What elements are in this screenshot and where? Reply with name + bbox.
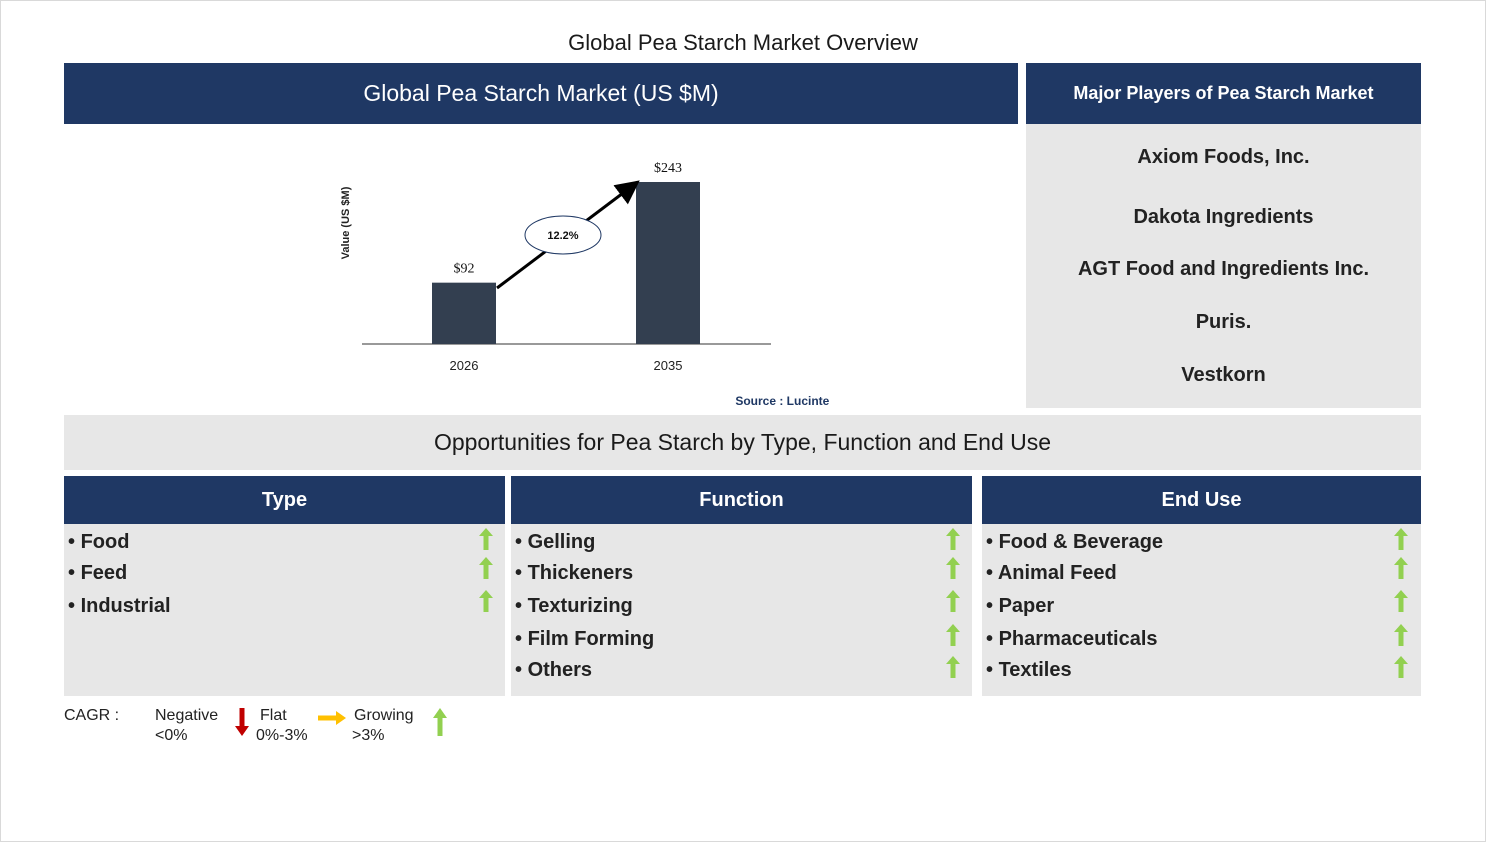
- growing-arrow-icon: [946, 624, 960, 646]
- list-item: • Gelling: [515, 531, 596, 553]
- market-panel-header: Global Pea Starch Market (US $M): [64, 63, 1018, 124]
- bar-value-label: $92: [454, 262, 475, 277]
- flat-legend-name: Flat: [260, 707, 287, 724]
- player-item: Vestkorn: [1181, 364, 1266, 386]
- x-tick-label: 2026: [450, 358, 479, 373]
- cagr-label: 12.2%: [547, 230, 578, 242]
- end-use-column-header: End Use: [982, 476, 1421, 524]
- function-column-header: Function: [511, 476, 972, 524]
- growing-legend-range: >3%: [352, 727, 385, 744]
- flat-legend-range: 0%-3%: [256, 727, 308, 744]
- list-item: • Others: [515, 659, 593, 681]
- player-item: Axiom Foods, Inc.: [1137, 146, 1310, 168]
- type-column-title: Type: [261, 488, 308, 511]
- negative-legend-name: Negative: [155, 707, 219, 724]
- market-chart-svg: Value (US $M) $92 2026 $243 2035 12.2% Sour…: [340, 161, 833, 408]
- list-item: • Textiles: [986, 659, 1072, 681]
- list-item: • Thickeners: [515, 562, 634, 584]
- growing-arrow-icon: [1394, 624, 1408, 646]
- growing-arrow-icon: [479, 557, 493, 579]
- list-item: • Animal Feed: [986, 562, 1117, 584]
- growing-arrow-icon: [946, 590, 960, 612]
- y-axis-label: Value (US $M): [340, 186, 352, 259]
- growing-arrow-icon: [479, 528, 493, 550]
- opportunities-title: Opportunities for Pea Starch by Type, Fu…: [433, 429, 1052, 455]
- player-item: Dakota Ingredients: [1133, 206, 1314, 228]
- growing-arrow-icon: [946, 528, 960, 550]
- end-use-column-title: End Use: [1161, 488, 1242, 511]
- list-item: • Film Forming: [515, 628, 655, 650]
- players-list: Axiom Foods, Inc. Dakota Ingredients AGT…: [1026, 124, 1421, 408]
- player-item: AGT Food and Ingredients Inc.: [1077, 258, 1370, 280]
- bar-2026: [432, 282, 496, 344]
- cagr-ellipse: [524, 215, 602, 255]
- type-column: • Food • Feed • Industrial: [64, 524, 505, 696]
- negative-legend-range: <0%: [155, 727, 188, 744]
- function-column-title: Function: [699, 488, 784, 511]
- list-item: • Industrial: [68, 595, 171, 617]
- negative-arrow-icon: [235, 708, 249, 736]
- player-item: Puris.: [1195, 311, 1252, 333]
- growing-arrow-icon: [1394, 528, 1408, 550]
- function-column: • Gelling • Thickeners • Texturizing • F…: [511, 524, 972, 696]
- type-column-header: Type: [64, 476, 505, 524]
- growing-arrow-icon: [946, 656, 960, 678]
- players-panel-title: Major Players of Pea Starch Market: [1073, 83, 1374, 103]
- growing-arrow-icon: [1394, 656, 1408, 678]
- list-item: • Feed: [68, 562, 128, 584]
- players-panel-header: Major Players of Pea Starch Market: [1026, 63, 1421, 124]
- market-panel-title: Global Pea Starch Market (US $M): [363, 80, 719, 106]
- market-chart: Value (US $M) $92 2026 $243 2035 12.2% Sour…: [330, 150, 833, 410]
- list-item: • Food & Beverage: [986, 531, 1164, 553]
- page-title: Global Pea Starch Market Overview: [568, 30, 918, 55]
- bar-2035: [636, 182, 700, 344]
- cagr-legend-label: CAGR :: [64, 707, 120, 724]
- list-item: • Paper: [986, 595, 1055, 617]
- flat-arrow-icon: [318, 711, 346, 725]
- growing-legend-name: Growing: [354, 707, 414, 724]
- opportunities-banner: Opportunities for Pea Starch by Type, Fu…: [64, 415, 1421, 470]
- source-label: Source : Lucintel: [735, 394, 830, 408]
- growing-arrow-icon: [1394, 557, 1408, 579]
- growing-arrow-icon: [433, 708, 447, 736]
- list-item: • Texturizing: [515, 595, 633, 617]
- growing-arrow-icon: [1394, 590, 1408, 612]
- growing-arrow-icon: [479, 590, 493, 612]
- bar-value-label: $243: [654, 161, 682, 176]
- end-use-column: • Food & Beverage • Animal Feed • Paper …: [982, 524, 1421, 696]
- list-item: • Pharmaceuticals: [986, 628, 1158, 650]
- x-tick-label: 2035: [654, 358, 683, 373]
- growing-arrow-icon: [946, 557, 960, 579]
- list-item: • Food: [68, 531, 130, 553]
